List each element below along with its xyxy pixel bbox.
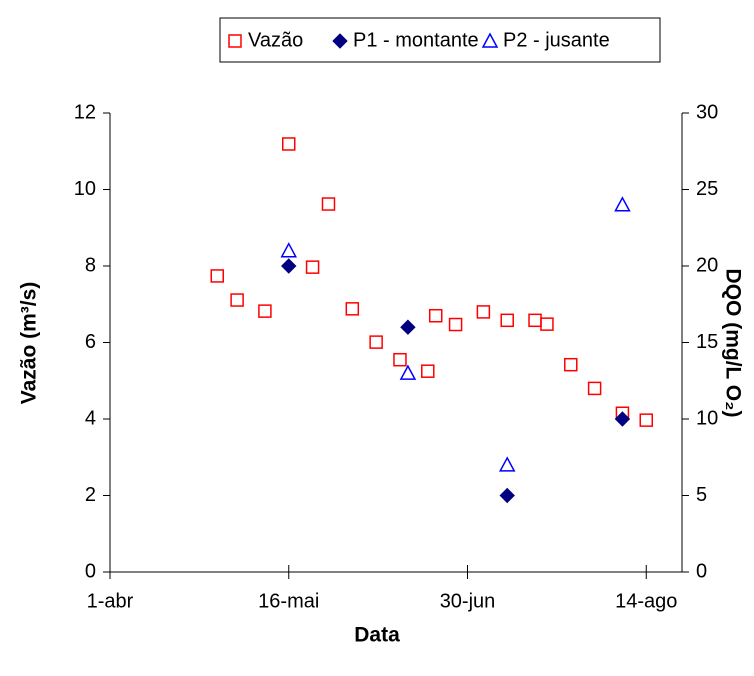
legend-marker — [332, 33, 348, 49]
y2-tick-label: 5 — [696, 484, 707, 506]
point — [282, 137, 296, 151]
y2-tick-label: 30 — [696, 101, 718, 123]
point — [540, 317, 554, 331]
point — [448, 317, 463, 332]
x-tick-label: 14-ago — [615, 590, 677, 612]
y-axis-title: Vazão (m³/s) — [18, 282, 41, 405]
point — [400, 319, 416, 335]
y-tick-label: 2 — [85, 484, 96, 506]
x-tick-label: 1-abr — [87, 590, 134, 612]
point — [614, 411, 631, 427]
point — [321, 197, 336, 211]
legend-label: P2 - jusante — [503, 29, 610, 51]
legend-marker — [481, 32, 499, 48]
point — [305, 260, 320, 274]
point — [369, 335, 383, 349]
point — [614, 196, 631, 212]
legend-marker — [228, 34, 242, 48]
point — [498, 456, 516, 472]
y-tick-label: 10 — [74, 178, 96, 200]
y-tick-label: 0 — [85, 560, 96, 582]
point — [587, 381, 602, 396]
point — [499, 487, 515, 504]
point — [230, 293, 244, 307]
x-tick-label: 30-jun — [440, 590, 496, 612]
y2-tick-label: 20 — [696, 254, 718, 276]
x-axis-title: Data — [354, 624, 400, 647]
point — [476, 305, 491, 319]
y-tick-label: 8 — [85, 254, 96, 276]
point — [280, 242, 298, 258]
point — [639, 413, 653, 427]
y-tick-label: 6 — [85, 331, 96, 353]
y2-tick-label: 15 — [696, 331, 718, 353]
y-tick-label: 12 — [74, 101, 96, 123]
point — [281, 258, 297, 274]
legend-label: P1 - montante — [353, 29, 479, 51]
y2-tick-label: 0 — [696, 560, 707, 582]
point — [421, 364, 435, 378]
legend-box — [219, 17, 661, 63]
point — [564, 357, 578, 372]
point — [528, 313, 542, 328]
legend-label: Vazão — [248, 29, 303, 51]
point — [258, 304, 272, 318]
point — [428, 308, 443, 323]
y2-tick-label: 10 — [696, 407, 718, 429]
x-tick-label: 16-mai — [258, 590, 319, 612]
y2-tick-label: 25 — [696, 178, 718, 200]
point — [399, 364, 417, 380]
point — [393, 352, 407, 367]
y-tick-label: 4 — [85, 407, 96, 429]
point — [345, 302, 360, 316]
point — [210, 269, 224, 283]
point — [500, 313, 514, 328]
y2-axis-title: DQO (mg/L O₂) — [721, 269, 744, 418]
